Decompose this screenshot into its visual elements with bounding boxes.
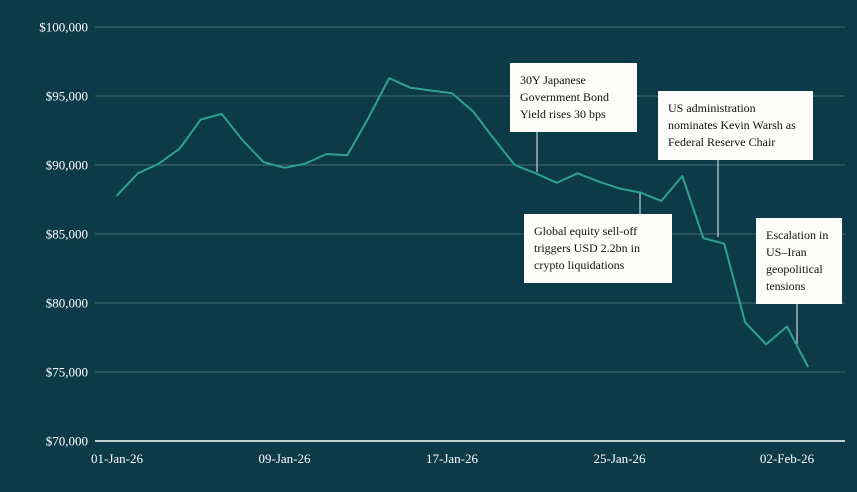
x-axis-label: 25-Jan-26	[594, 451, 646, 466]
x-axis-label: 09-Jan-26	[259, 451, 311, 466]
y-axis-label: $100,000	[39, 20, 88, 35]
y-axis-label: $90,000	[46, 158, 88, 173]
annotation-equity-selloff: Global equity sell-off triggers USD 2.2b…	[524, 214, 672, 284]
annotation-jgb-yield: 30Y Japanese Government Bond Yield rises…	[510, 63, 637, 133]
annotation-us-iran: Escalation in US–Iran geopolitical tensi…	[756, 218, 842, 305]
y-axis-label: $80,000	[46, 296, 88, 311]
x-axis-label: 01-Jan-26	[91, 451, 143, 466]
y-axis-label: $95,000	[46, 89, 88, 104]
annotation-kevin-warsh: US administration nominates Kevin Warsh …	[658, 91, 813, 161]
y-axis-label: $85,000	[46, 227, 88, 242]
y-axis-label: $75,000	[46, 365, 88, 380]
price-series-line	[116, 77, 809, 368]
x-axis-label: 17-Jan-26	[426, 451, 478, 466]
x-axis-label: 02-Feb-26	[760, 451, 815, 466]
y-axis-label: $70,000	[46, 434, 88, 449]
